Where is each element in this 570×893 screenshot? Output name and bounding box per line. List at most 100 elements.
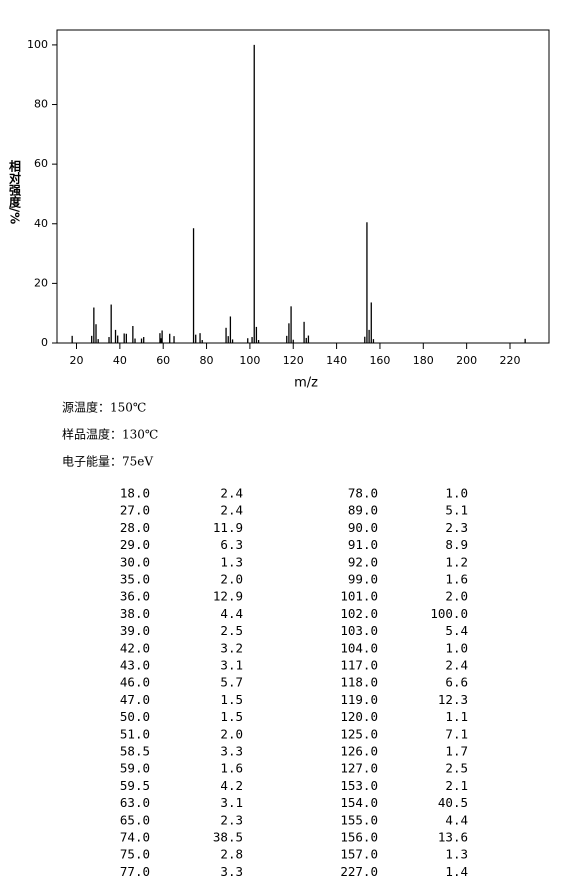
table-intensity: 2.4 [445, 658, 468, 673]
table-mz: 103.0 [340, 623, 378, 638]
table-intensity: 7.1 [445, 726, 468, 741]
table-mz: 28.0 [120, 520, 150, 535]
table-intensity: 1.0 [445, 640, 468, 655]
table-intensity: 2.0 [220, 726, 243, 741]
x-tick-label: 40 [113, 354, 127, 367]
table-intensity: 1.6 [220, 761, 243, 776]
table-mz: 126.0 [340, 744, 378, 759]
table-mz: 156.0 [340, 830, 378, 845]
table-mz: 27.0 [120, 503, 150, 518]
x-tick-label: 20 [70, 354, 84, 367]
table-mz: 92.0 [348, 554, 378, 569]
table-mz: 59.5 [120, 778, 150, 793]
table-mz: 153.0 [340, 778, 378, 793]
table-intensity: 11.9 [213, 520, 243, 535]
y-tick-label: 60 [34, 157, 48, 170]
table-intensity: 13.6 [438, 830, 468, 845]
table-intensity: 5.4 [445, 623, 468, 638]
table-intensity: 4.4 [220, 606, 243, 621]
note: 电子能量：75eV [62, 455, 153, 469]
table-mz: 118.0 [340, 675, 378, 690]
table-intensity: 2.0 [220, 572, 243, 587]
y-tick-label: 0 [41, 336, 48, 349]
table-intensity: 2.5 [445, 761, 468, 776]
table-mz: 91.0 [348, 537, 378, 552]
table-mz: 117.0 [340, 658, 378, 673]
table-mz: 127.0 [340, 761, 378, 776]
table-mz: 42.0 [120, 640, 150, 655]
table-intensity: 4.4 [445, 812, 468, 827]
table-mz: 157.0 [340, 847, 378, 862]
table-intensity: 6.3 [220, 537, 243, 552]
x-tick-label: 220 [499, 354, 520, 367]
table-intensity: 1.3 [220, 554, 243, 569]
y-tick-label: 40 [34, 217, 48, 230]
table-mz: 90.0 [348, 520, 378, 535]
table-mz: 77.0 [120, 864, 150, 879]
table-mz: 74.0 [120, 830, 150, 845]
table-intensity: 1.7 [445, 744, 468, 759]
table-intensity: 1.1 [445, 709, 468, 724]
table-intensity: 1.5 [220, 709, 243, 724]
table-intensity: 100.0 [430, 606, 468, 621]
table-intensity: 2.5 [220, 623, 243, 638]
table-mz: 50.0 [120, 709, 150, 724]
table-intensity: 3.2 [220, 640, 243, 655]
table-intensity: 8.9 [445, 537, 468, 552]
table-intensity: 3.3 [220, 864, 243, 879]
note: 样品温度：130℃ [62, 427, 158, 442]
table-mz: 59.0 [120, 761, 150, 776]
table-intensity: 6.6 [445, 675, 468, 690]
table-intensity: 3.3 [220, 744, 243, 759]
table-intensity: 2.8 [220, 847, 243, 862]
table-mz: 18.0 [120, 486, 150, 501]
y-tick-label: 100 [27, 38, 48, 51]
table-intensity: 5.1 [445, 503, 468, 518]
table-intensity: 1.6 [445, 572, 468, 587]
table-intensity: 1.4 [445, 864, 468, 879]
table-mz: 35.0 [120, 572, 150, 587]
table-mz: 101.0 [340, 589, 378, 604]
table-mz: 227.0 [340, 864, 378, 879]
table-intensity: 1.2 [445, 554, 468, 569]
table-intensity: 1.0 [445, 486, 468, 501]
table-intensity: 2.4 [220, 503, 243, 518]
table-mz: 43.0 [120, 658, 150, 673]
table-intensity: 12.3 [438, 692, 468, 707]
table-mz: 155.0 [340, 812, 378, 827]
y-tick-label: 20 [34, 276, 48, 289]
table-mz: 120.0 [340, 709, 378, 724]
table-intensity: 40.5 [438, 795, 468, 810]
table-mz: 47.0 [120, 692, 150, 707]
table-intensity: 3.1 [220, 658, 243, 673]
x-tick-label: 140 [326, 354, 347, 367]
table-mz: 102.0 [340, 606, 378, 621]
table-mz: 99.0 [348, 572, 378, 587]
table-mz: 58.5 [120, 744, 150, 759]
table-mz: 46.0 [120, 675, 150, 690]
table-intensity: 5.7 [220, 675, 243, 690]
table-mz: 29.0 [120, 537, 150, 552]
table-mz: 30.0 [120, 554, 150, 569]
table-mz: 36.0 [120, 589, 150, 604]
table-intensity: 3.1 [220, 795, 243, 810]
table-intensity: 12.9 [213, 589, 243, 604]
table-intensity: 2.3 [445, 520, 468, 535]
plot-frame [56, 29, 550, 344]
x-tick-label: 100 [239, 354, 260, 367]
x-tick-label: 60 [156, 354, 170, 367]
x-tick-label: 120 [283, 354, 304, 367]
x-tick-label: 80 [200, 354, 214, 367]
table-mz: 154.0 [340, 795, 378, 810]
table-mz: 119.0 [340, 692, 378, 707]
table-intensity: 2.1 [445, 778, 468, 793]
table-mz: 104.0 [340, 640, 378, 655]
x-tick-label: 180 [413, 354, 434, 367]
table-intensity: 1.3 [445, 847, 468, 862]
table-intensity: 2.4 [220, 486, 243, 501]
table-intensity: 2.3 [220, 812, 243, 827]
table-mz: 78.0 [348, 486, 378, 501]
y-tick-label: 80 [34, 98, 48, 111]
table-mz: 75.0 [120, 847, 150, 862]
